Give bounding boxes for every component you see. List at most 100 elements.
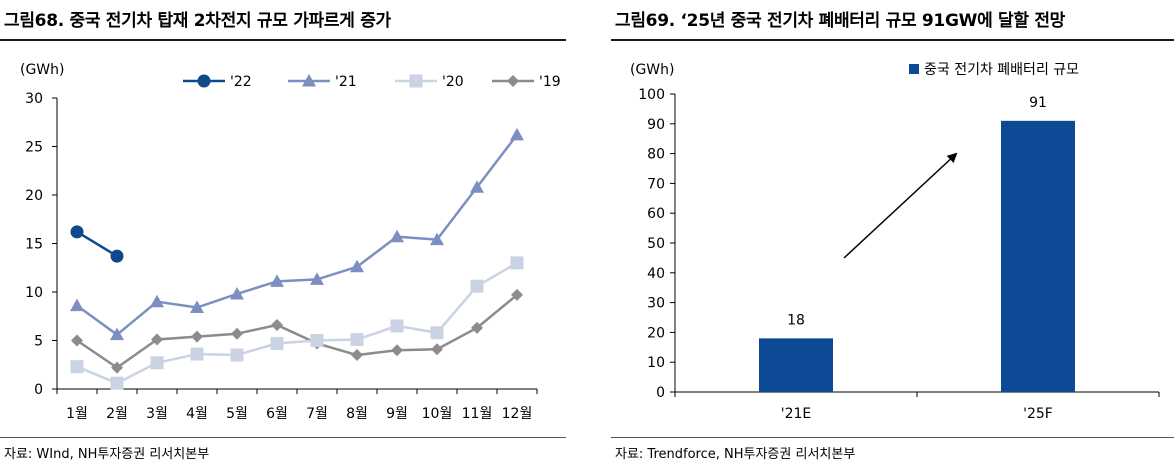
series-19-group — [71, 288, 523, 374]
right-y-tick-label: 40 — [647, 266, 665, 282]
left-x-tick-label: 1월 — [66, 406, 88, 422]
right-y-tick-label: 70 — [647, 176, 665, 192]
data-point — [190, 347, 204, 361]
right-y-tick-label: 20 — [647, 325, 665, 341]
data-point — [351, 349, 363, 362]
left-y-tick-label: 10 — [25, 285, 43, 301]
legend-marker — [302, 74, 316, 87]
data-point — [230, 286, 244, 300]
legend-label: '20 — [442, 74, 464, 90]
right-y-tick-label: 80 — [647, 147, 665, 163]
left-x-tick-label: 11월 — [462, 406, 493, 422]
data-point — [111, 361, 123, 374]
data-point — [271, 318, 283, 331]
left-x-tick-label: 4월 — [186, 406, 208, 422]
series-line — [76, 261, 518, 385]
left-chart-panel: 그림68. 중국 전기차 탑재 2차전지 규모 가파르게 증가 (GWh) 0 5 1… — [0, 0, 566, 467]
legend-label: '22 — [230, 74, 252, 90]
data-point — [390, 319, 404, 333]
legend-label: '21 — [335, 74, 357, 90]
left-x-tick-label: 12월 — [502, 406, 533, 422]
data-point — [310, 272, 324, 285]
legend-marker — [409, 74, 423, 88]
left-title-divider — [0, 39, 566, 41]
right-title-divider — [611, 39, 1174, 41]
data-point — [350, 259, 364, 273]
data-point — [110, 327, 124, 341]
bar — [1001, 120, 1075, 392]
left-x-tick-label: 3월 — [146, 406, 168, 422]
data-point — [231, 327, 243, 340]
right-y-tick-label: 0 — [656, 385, 665, 401]
data-point — [110, 249, 124, 263]
data-point — [470, 180, 484, 193]
data-point — [470, 279, 484, 293]
right-bar-chart: (GWh) 0 10 20 30 40 50 60 70 80 90 100 18 91 '21E '25F 중… — [630, 62, 1160, 422]
data-point — [510, 256, 524, 270]
trend-arrow — [843, 152, 958, 259]
left-y-axis-unit: (GWh) — [20, 62, 65, 78]
data-point — [431, 343, 443, 356]
left-x-tick-label: 7월 — [306, 406, 328, 422]
right-chart-source: 자료: Trendforce, NH투자증권 리서치본부 — [615, 447, 856, 462]
data-point — [151, 333, 163, 346]
left-chart-source: 자료: WInd, NH투자증권 리서치본부 — [4, 447, 210, 462]
left-y-tick-label: 15 — [25, 237, 43, 253]
data-point — [230, 348, 244, 362]
left-y-tick-label: 30 — [25, 91, 43, 107]
data-point — [391, 344, 403, 357]
data-point — [430, 232, 444, 246]
right-x-tick-label: '21E — [781, 406, 812, 422]
left-y-tick-label: 25 — [25, 140, 43, 156]
bar-data-label: 91 — [1029, 95, 1047, 111]
legend-swatch — [909, 64, 919, 74]
left-x-tick-label: 6월 — [266, 406, 288, 422]
left-x-tick-label: 8월 — [346, 406, 368, 422]
bar — [759, 338, 833, 392]
right-chart-title: 그림69. ‘25년 중국 전기차 폐배터리 규모 91GW에 달할 전망 — [615, 11, 1066, 31]
right-source-divider — [611, 437, 1174, 438]
left-x-tick-label: 5월 — [226, 406, 248, 422]
data-point — [70, 225, 84, 239]
data-point — [430, 326, 444, 340]
right-x-tick-label: '25F — [1023, 406, 1053, 422]
left-source-divider — [0, 437, 566, 438]
right-y-tick-label: 50 — [647, 236, 665, 252]
data-point — [71, 334, 83, 347]
legend-marker — [197, 74, 211, 88]
data-point — [110, 376, 124, 390]
series-20-group — [70, 256, 524, 390]
data-point — [70, 298, 84, 312]
data-point — [471, 321, 483, 334]
right-chart-panel: 그림69. ‘25년 중국 전기차 폐배터리 규모 91GW에 달할 전망 (G… — [611, 0, 1174, 467]
left-chart-title: 그림68. 중국 전기차 탑재 2차전지 규모 가파르게 증가 — [4, 11, 391, 31]
right-y-tick-label: 100 — [638, 87, 665, 103]
data-point — [350, 333, 364, 347]
left-y-tick-label: 5 — [34, 334, 43, 350]
data-point — [150, 294, 164, 308]
left-y-tick-label: 0 — [34, 382, 43, 398]
series-line — [76, 134, 518, 337]
data-point — [270, 336, 284, 350]
series-22-group — [70, 225, 124, 263]
left-y-tick-label: 20 — [25, 188, 43, 204]
data-point — [510, 127, 524, 141]
legend-marker — [507, 75, 519, 87]
data-point — [190, 300, 204, 314]
bar-data-label: 18 — [787, 312, 805, 328]
legend-label: 중국 전기차 폐배터리 규모 — [924, 62, 1079, 78]
right-y-tick-label: 30 — [647, 296, 665, 312]
series-line — [76, 293, 518, 370]
left-x-tick-label: 10월 — [422, 406, 453, 422]
data-point — [390, 229, 404, 243]
right-y-tick-label: 60 — [647, 206, 665, 222]
left-x-tick-label: 2월 — [106, 406, 128, 422]
right-y-tick-label: 10 — [647, 355, 665, 371]
series-line — [76, 230, 118, 258]
series-21-group — [70, 127, 524, 341]
left-line-chart: (GWh) 0 5 10 15 20 25 30 1월 2월 3월 4월 5월 6월 7월 8월 9월 10월 11… — [20, 62, 561, 422]
data-point — [310, 334, 324, 347]
data-point — [150, 356, 164, 370]
data-point — [511, 288, 523, 301]
right-y-axis-unit: (GWh) — [630, 62, 675, 78]
